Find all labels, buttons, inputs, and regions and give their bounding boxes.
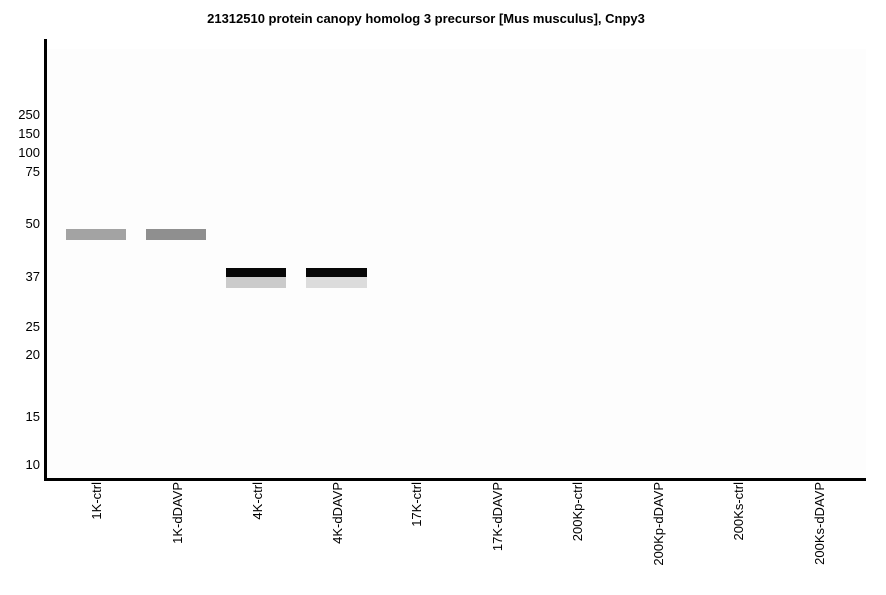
x-tick-label: 200Kp-dDAVP	[651, 482, 666, 566]
y-tick-label: 50	[25, 216, 40, 231]
y-tick-label: 100	[18, 145, 40, 160]
gel-band	[66, 229, 126, 240]
y-tick-label: 15	[25, 409, 40, 424]
y-axis-line	[44, 39, 47, 481]
gel-band	[226, 268, 286, 277]
x-tick-label: 4K-dDAVP	[330, 482, 345, 544]
y-tick-label: 75	[25, 164, 40, 179]
x-tick-label: 17K-dDAVP	[490, 482, 505, 552]
y-tick-label: 20	[25, 347, 40, 362]
gel-band	[146, 229, 206, 240]
x-tick-label: 200Ks-dDAVP	[812, 482, 827, 565]
x-tick-label: 200Ks-ctrl	[731, 482, 746, 541]
y-tick-label: 150	[18, 126, 40, 141]
x-tick-label: 1K-dDAVP	[170, 482, 185, 544]
x-tick-label: 200Kp-ctrl	[570, 482, 585, 542]
gel-band	[306, 268, 367, 277]
y-tick-label: 250	[18, 107, 40, 122]
x-tick-label: 17K-ctrl	[409, 482, 424, 527]
y-tick-label: 10	[25, 457, 40, 472]
y-tick-label: 25	[25, 319, 40, 334]
x-tick-label: 1K-ctrl	[89, 482, 104, 520]
plot-area	[47, 49, 866, 478]
chart-title: 21312510 protein canopy homolog 3 precur…	[207, 11, 645, 26]
x-axis-line	[44, 478, 866, 481]
gel-band	[226, 277, 286, 288]
y-tick-label: 37	[25, 269, 40, 284]
gel-band	[306, 277, 367, 288]
x-tick-label: 4K-ctrl	[250, 482, 265, 520]
